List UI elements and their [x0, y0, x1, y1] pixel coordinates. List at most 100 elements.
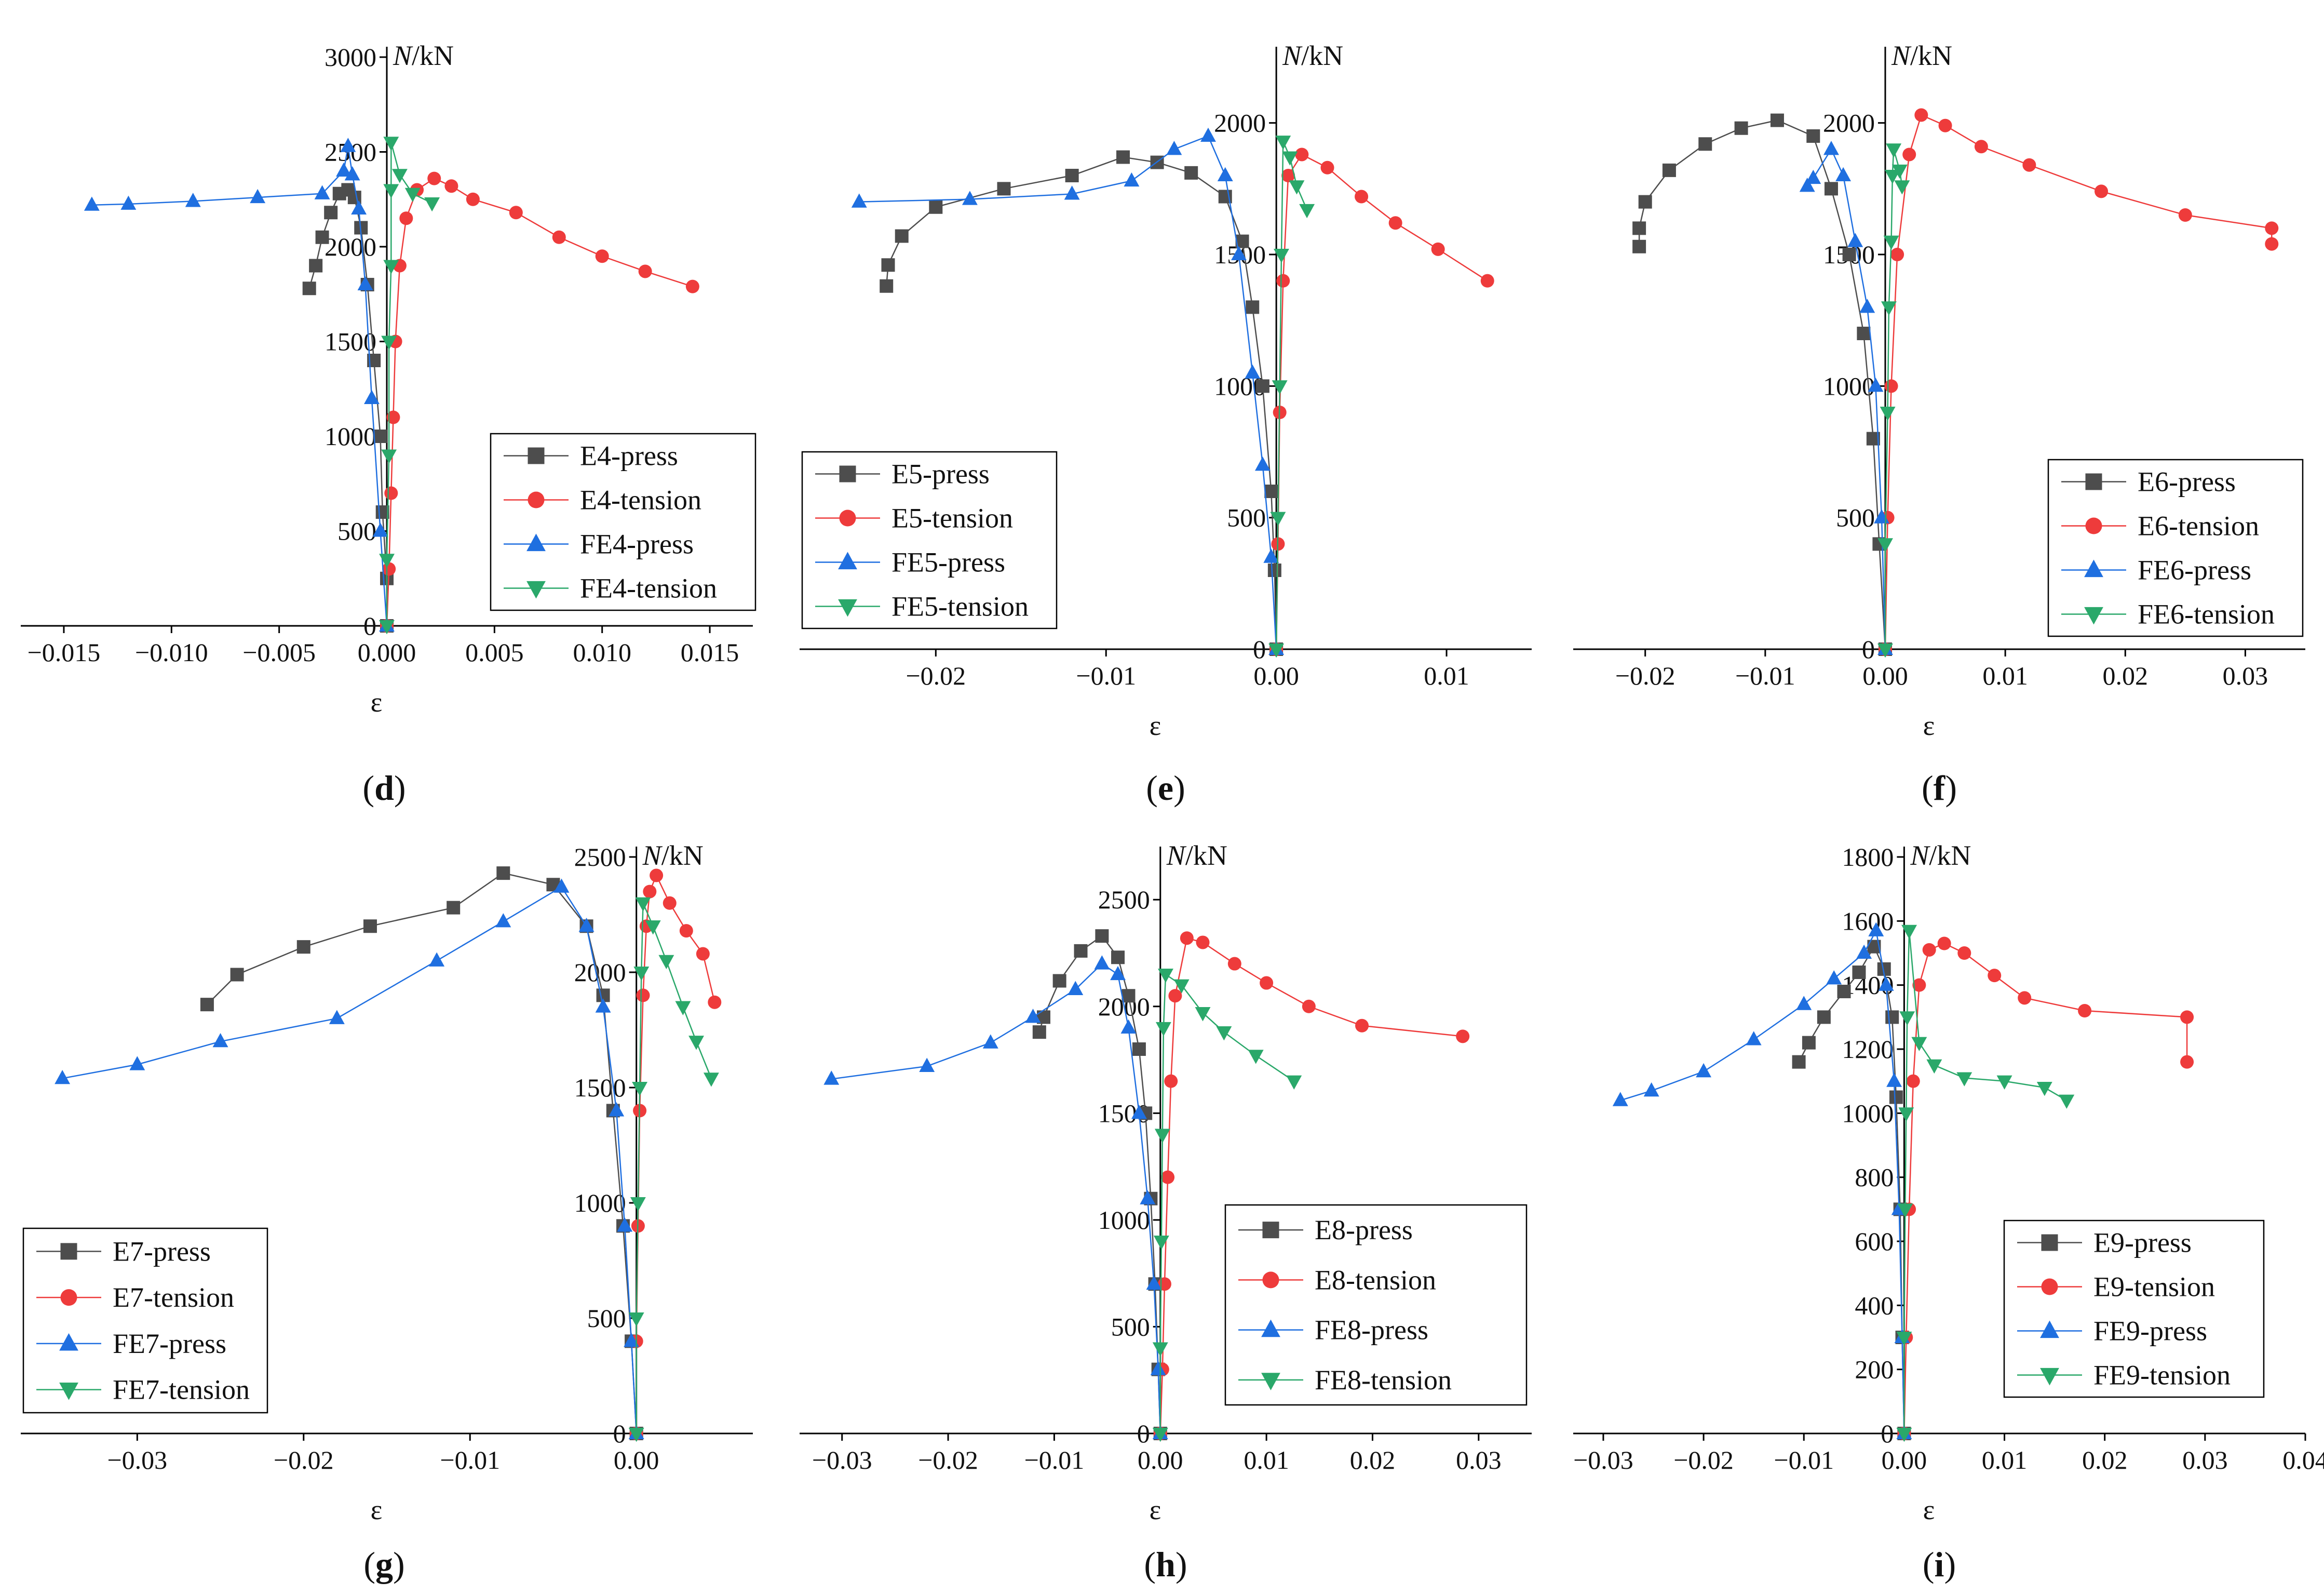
x-tick-label: −0.03 [107, 1445, 167, 1475]
data-point [552, 230, 566, 244]
data-point [1255, 379, 1269, 393]
legend-entry: FE7-tension [113, 1374, 250, 1405]
data-point [919, 1057, 935, 1072]
data-point [1180, 931, 1194, 945]
data-point [2095, 184, 2109, 198]
legend-entry: E6-press [2138, 466, 2236, 498]
legend-swatch-marker [1262, 1222, 1279, 1239]
legend-swatch-marker [2085, 517, 2102, 534]
data-point [1246, 300, 1260, 314]
legend-box [1224, 1204, 1528, 1406]
x-tick-label: 0.005 [465, 638, 524, 667]
data-point [212, 1033, 228, 1048]
y-axis-title: N/kN [393, 40, 454, 71]
data-point [2078, 1004, 2092, 1017]
y-tick-label: 1000 [1823, 371, 1875, 400]
data-point [1116, 150, 1130, 164]
data-point [1320, 160, 1334, 175]
data-point [1889, 1090, 1903, 1104]
data-point [1974, 140, 1988, 154]
data-point [1896, 1427, 1912, 1442]
data-point [1131, 1105, 1147, 1119]
series-line-FE4-tension [386, 142, 433, 626]
data-point [1938, 118, 1952, 132]
data-point [1852, 966, 1866, 979]
data-point [1195, 1007, 1211, 1022]
data-point [496, 866, 510, 880]
data-point [424, 197, 440, 212]
panel-label: (f) [1922, 768, 1957, 808]
legend-entry: E8-tension [1315, 1264, 1436, 1295]
legend-entry: E8-press [1315, 1214, 1413, 1245]
data-point [1859, 299, 1875, 313]
data-point [1094, 955, 1110, 970]
data-point [1891, 164, 1908, 179]
data-point [129, 1056, 145, 1070]
data-point [1996, 1075, 2012, 1090]
data-point [384, 486, 398, 500]
y-tick-label: 0 [613, 1419, 626, 1448]
data-point [632, 1081, 648, 1096]
x-tick-label: 0.010 [573, 638, 631, 667]
series-line-FE7-tension [636, 903, 712, 1433]
data-point [1662, 163, 1676, 177]
data-point [1227, 957, 1241, 971]
data-point [881, 258, 895, 272]
legend-entry: E4-press [580, 440, 678, 472]
x-axis-title: ε [371, 687, 383, 718]
legend-entry: FE8-press [1315, 1315, 1428, 1346]
data-point [679, 924, 693, 938]
legend-swatch-marker [2040, 1320, 2059, 1338]
legend-swatch-marker [2041, 1278, 2058, 1295]
y-tick-label: 0 [1253, 635, 1266, 664]
data-point [1168, 989, 1182, 1003]
data-point [1282, 151, 1298, 166]
y-tick-label: 1600 [1842, 906, 1894, 935]
data-point [1878, 976, 1894, 991]
data-point [823, 1070, 840, 1085]
y-axis-title: N/kN [1166, 840, 1227, 871]
data-point [1914, 108, 1928, 122]
data-point [1281, 169, 1295, 182]
data-point [1868, 922, 1884, 936]
data-point [578, 917, 594, 932]
data-point [84, 196, 100, 211]
x-axis-title: ε [371, 1494, 383, 1525]
data-point [703, 1073, 719, 1087]
x-tick-label: −0.03 [1573, 1445, 1633, 1475]
data-point [1152, 1342, 1168, 1357]
data-point [1902, 148, 1916, 162]
chart-panel-e: −0.02−0.010.000.010500100015002000N/kNεE… [800, 40, 1532, 808]
data-point [1146, 1275, 1162, 1290]
data-point [329, 1010, 345, 1024]
legend-swatch-marker [839, 510, 856, 527]
data-point [630, 1197, 646, 1212]
data-point [495, 913, 511, 928]
series-line-E5-press [885, 156, 1277, 650]
x-tick-label: 0.00 [614, 1445, 659, 1475]
legend-entry: FE6-press [2138, 555, 2251, 586]
data-point [635, 897, 651, 912]
data-point [296, 940, 310, 954]
x-tick-label: 0.01 [1424, 661, 1469, 690]
series-line-FE8-press [831, 962, 1161, 1434]
y-tick-label: 0 [1862, 635, 1875, 664]
x-tick-label: 0.015 [681, 638, 739, 667]
data-point [880, 279, 894, 293]
data-point [1884, 379, 1898, 393]
data-point [1032, 1025, 1046, 1039]
y-tick-label: 1000 [325, 422, 376, 451]
data-point [633, 966, 650, 981]
legend-entry: FE6-tension [2138, 599, 2275, 630]
data-point [386, 410, 400, 424]
legend-entry: FE4-tension [580, 573, 717, 604]
data-point [628, 1427, 644, 1442]
data-point [1886, 1073, 1902, 1087]
data-point [1074, 944, 1088, 958]
series-line-FE6-tension [1884, 149, 1903, 649]
y-axis-title: N/kN [1891, 40, 1952, 71]
data-point [1823, 141, 1839, 155]
data-point [1248, 1050, 1264, 1064]
legend-swatch-marker [2040, 1368, 2059, 1386]
